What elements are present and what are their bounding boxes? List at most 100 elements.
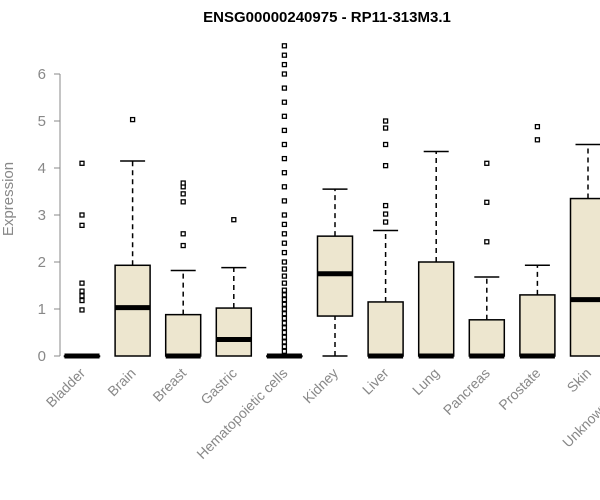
outlier-point [281, 99, 288, 105]
outlier-point [281, 292, 288, 298]
y-tick-label: 0 [38, 348, 46, 365]
box-iqr [417, 261, 455, 357]
outlier-point [79, 307, 85, 313]
outlier-point [281, 296, 288, 303]
outlier-point [129, 116, 136, 123]
chart-title: ENSG00000240975 - RP11-313M3.1 [203, 9, 451, 26]
outlier-point [281, 212, 288, 218]
box-hematopoietic-cells [266, 43, 303, 359]
outlier-point [79, 160, 85, 166]
y-axis: 0 1 2 3 4 5 6 [38, 66, 61, 365]
outlier-point [281, 273, 288, 279]
y-tick-label: 6 [38, 66, 46, 83]
outlier-point [382, 211, 389, 217]
outlier-point [281, 334, 288, 340]
outlier-point [180, 231, 186, 237]
outlier-point [281, 343, 288, 350]
outlier-point [382, 118, 389, 124]
x-tick-label: Brain [104, 365, 138, 399]
outlier-point [281, 61, 288, 68]
outlier-point [382, 219, 389, 225]
outlier-point [281, 320, 288, 326]
box-iqr [367, 301, 404, 357]
outlier-point [180, 242, 186, 249]
outlier-point [180, 199, 186, 205]
outlier-point [79, 212, 85, 218]
outlier-point [281, 249, 288, 256]
x-tick-label: Pancreas [440, 365, 493, 418]
box-iqr [519, 294, 556, 357]
outlier-point [79, 222, 85, 228]
outlier-point [79, 288, 85, 294]
box-prostate [519, 123, 556, 359]
outlier-point [281, 311, 288, 317]
outlier-point [484, 239, 490, 245]
outlier-point [382, 162, 389, 169]
outlier-point [382, 141, 389, 148]
outlier-point [281, 266, 288, 272]
box-kidney [316, 188, 354, 357]
outlier-point [231, 217, 237, 223]
outlier-point [281, 259, 288, 265]
outlier-point [281, 198, 288, 204]
outlier-point [281, 184, 288, 190]
outlier-point [281, 155, 288, 162]
outlier-point [281, 287, 288, 293]
outlier-point [281, 301, 288, 307]
outlier-point [534, 123, 541, 130]
outlier-point [281, 113, 288, 119]
box-lung [417, 150, 455, 359]
x-tick-label: Hematopoietic cells [193, 365, 290, 462]
outlier-point [484, 199, 490, 205]
outlier-point [281, 306, 288, 312]
outlier-point [281, 315, 288, 322]
boxes-group [63, 43, 600, 359]
box-liver [367, 118, 404, 359]
x-tick-label: Liver [359, 365, 392, 398]
outlier-point [382, 202, 389, 209]
box-skin [569, 143, 600, 357]
x-tick-label: Gastric [197, 365, 240, 408]
y-tick-label: 1 [38, 301, 46, 318]
box-gastric [215, 217, 253, 357]
outlier-point [281, 240, 288, 246]
outlier-point [180, 191, 186, 197]
outlier-point [281, 141, 288, 148]
box-brain [114, 116, 151, 357]
x-tick-label: Kidney [300, 365, 342, 407]
outlier-point [281, 221, 288, 228]
outlier-point [281, 329, 288, 336]
outlier-point [281, 231, 288, 237]
outlier-point [281, 127, 288, 134]
box-breast [164, 180, 202, 359]
outlier-point [281, 339, 288, 345]
outlier-point [281, 348, 288, 354]
outlier-point [281, 85, 288, 91]
outlier-point [180, 180, 186, 186]
x-tick-label: Breast [149, 365, 189, 405]
x-tick-label: Skin [564, 365, 595, 396]
y-tick-label: 4 [38, 160, 46, 177]
x-tick-label: Lung [409, 365, 442, 398]
x-tick-label: Prostate [495, 365, 543, 413]
box-iqr [114, 264, 151, 357]
box-iqr [569, 197, 600, 357]
y-tick-label: 5 [38, 113, 46, 130]
y-tick-label: 2 [38, 254, 46, 271]
y-tick-label: 3 [38, 207, 46, 224]
outlier-point [79, 280, 85, 286]
y-axis-label: Expression [0, 162, 17, 236]
box-iqr [468, 319, 506, 357]
outlier-point [281, 71, 288, 77]
outlier-point [534, 137, 541, 143]
outlier-point [79, 293, 85, 299]
outlier-point [382, 125, 389, 131]
outlier-point [79, 297, 85, 304]
x-tick-label: Bladder [43, 365, 89, 411]
outlier-point [281, 280, 288, 286]
outlier-point [484, 160, 490, 166]
box-iqr [164, 313, 202, 357]
